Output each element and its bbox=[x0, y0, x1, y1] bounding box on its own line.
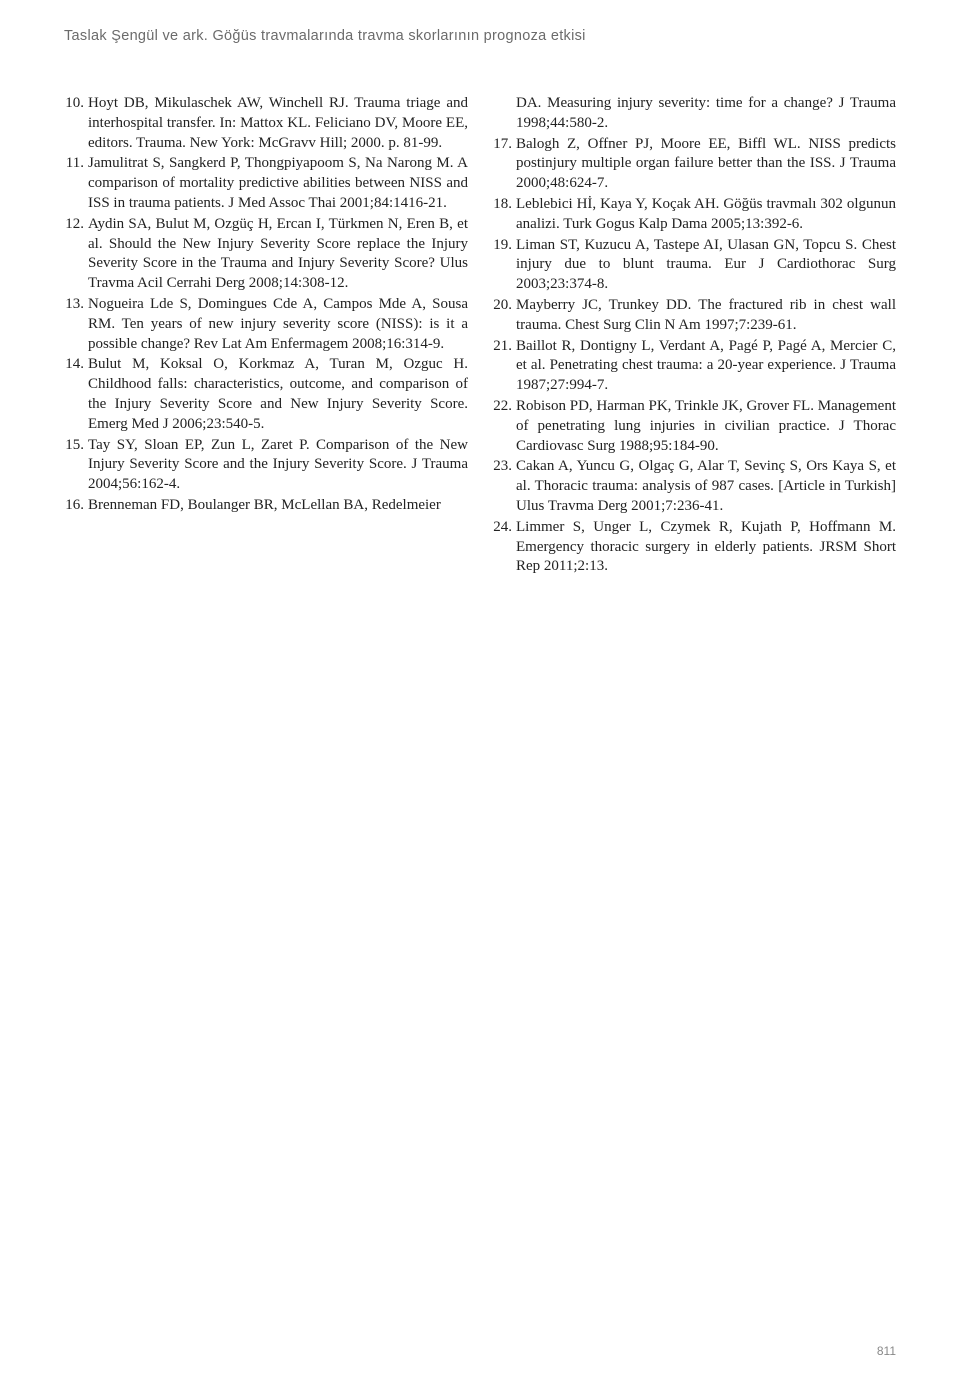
reference-item: 23.Cakan A, Yuncu G, Olgaç G, Alar T, Se… bbox=[492, 457, 896, 516]
reference-item: 19.Liman ST, Kuzucu A, Tastepe AI, Ulasa… bbox=[492, 236, 896, 295]
reference-number: 14. bbox=[64, 355, 88, 434]
reference-item: 24.Limmer S, Unger L, Czymek R, Kujath P… bbox=[492, 518, 896, 577]
reference-text: Bulut M, Koksal O, Korkmaz A, Turan M, O… bbox=[88, 355, 468, 434]
reference-number: 23. bbox=[492, 457, 516, 516]
reference-text: Leblebici Hİ, Kaya Y, Koçak AH. Göğüs tr… bbox=[516, 195, 896, 235]
reference-item: 18.Leblebici Hİ, Kaya Y, Koçak AH. Göğüs… bbox=[492, 195, 896, 235]
reference-text: Cakan A, Yuncu G, Olgaç G, Alar T, Sevin… bbox=[516, 457, 896, 516]
reference-number: 15. bbox=[64, 436, 88, 495]
reference-number: 10. bbox=[64, 94, 88, 153]
reference-text: Balogh Z, Offner PJ, Moore EE, Biffl WL.… bbox=[516, 135, 896, 194]
reference-item: 12.Aydin SA, Bulut M, Ozgüç H, Ercan I, … bbox=[64, 215, 468, 294]
reference-number: 20. bbox=[492, 296, 516, 336]
reference-item: 22.Robison PD, Harman PK, Trinkle JK, Gr… bbox=[492, 397, 896, 456]
reference-text: Baillot R, Dontigny L, Verdant A, Pagé P… bbox=[516, 337, 896, 396]
reference-item: 17.Balogh Z, Offner PJ, Moore EE, Biffl … bbox=[492, 135, 896, 194]
reference-item: 15.Tay SY, Sloan EP, Zun L, Zaret P. Com… bbox=[64, 436, 468, 495]
running-header: Taslak Şengül ve ark. Göğüs travmalarınd… bbox=[64, 28, 896, 44]
reference-number: 19. bbox=[492, 236, 516, 295]
reference-number bbox=[492, 94, 516, 134]
reference-number: 18. bbox=[492, 195, 516, 235]
reference-text: Tay SY, Sloan EP, Zun L, Zaret P. Compar… bbox=[88, 436, 468, 495]
reference-number: 13. bbox=[64, 295, 88, 354]
reference-text: Hoyt DB, Mikulaschek AW, Winchell RJ. Tr… bbox=[88, 94, 468, 153]
reference-item: 16.Brenneman FD, Boulanger BR, McLellan … bbox=[64, 496, 468, 516]
reference-item: 21.Baillot R, Dontigny L, Verdant A, Pag… bbox=[492, 337, 896, 396]
references-columns: 10.Hoyt DB, Mikulaschek AW, Winchell RJ.… bbox=[64, 94, 896, 578]
reference-item: 14.Bulut M, Koksal O, Korkmaz A, Turan M… bbox=[64, 355, 468, 434]
reference-number: 11. bbox=[64, 154, 88, 213]
reference-text: Robison PD, Harman PK, Trinkle JK, Grove… bbox=[516, 397, 896, 456]
reference-item: 11.Jamulitrat S, Sangkerd P, Thongpiyapo… bbox=[64, 154, 468, 213]
reference-text: DA. Measuring injury severity: time for … bbox=[516, 94, 896, 134]
reference-item: 13.Nogueira Lde S, Domingues Cde A, Camp… bbox=[64, 295, 468, 354]
reference-number: 16. bbox=[64, 496, 88, 516]
reference-text: Brenneman FD, Boulanger BR, McLellan BA,… bbox=[88, 496, 468, 516]
right-column: DA. Measuring injury severity: time for … bbox=[492, 94, 896, 578]
reference-text: Mayberry JC, Trunkey DD. The fractured r… bbox=[516, 296, 896, 336]
reference-item: DA. Measuring injury severity: time for … bbox=[492, 94, 896, 134]
reference-item: 10.Hoyt DB, Mikulaschek AW, Winchell RJ.… bbox=[64, 94, 468, 153]
reference-text: Aydin SA, Bulut M, Ozgüç H, Ercan I, Tür… bbox=[88, 215, 468, 294]
reference-text: Nogueira Lde S, Domingues Cde A, Campos … bbox=[88, 295, 468, 354]
left-column: 10.Hoyt DB, Mikulaschek AW, Winchell RJ.… bbox=[64, 94, 468, 578]
reference-number: 21. bbox=[492, 337, 516, 396]
reference-number: 22. bbox=[492, 397, 516, 456]
reference-text: Jamulitrat S, Sangkerd P, Thongpiyapoom … bbox=[88, 154, 468, 213]
page-number: 811 bbox=[877, 1344, 896, 1358]
reference-number: 17. bbox=[492, 135, 516, 194]
reference-item: 20.Mayberry JC, Trunkey DD. The fracture… bbox=[492, 296, 896, 336]
reference-text: Liman ST, Kuzucu A, Tastepe AI, Ulasan G… bbox=[516, 236, 896, 295]
reference-number: 12. bbox=[64, 215, 88, 294]
reference-number: 24. bbox=[492, 518, 516, 577]
reference-text: Limmer S, Unger L, Czymek R, Kujath P, H… bbox=[516, 518, 896, 577]
